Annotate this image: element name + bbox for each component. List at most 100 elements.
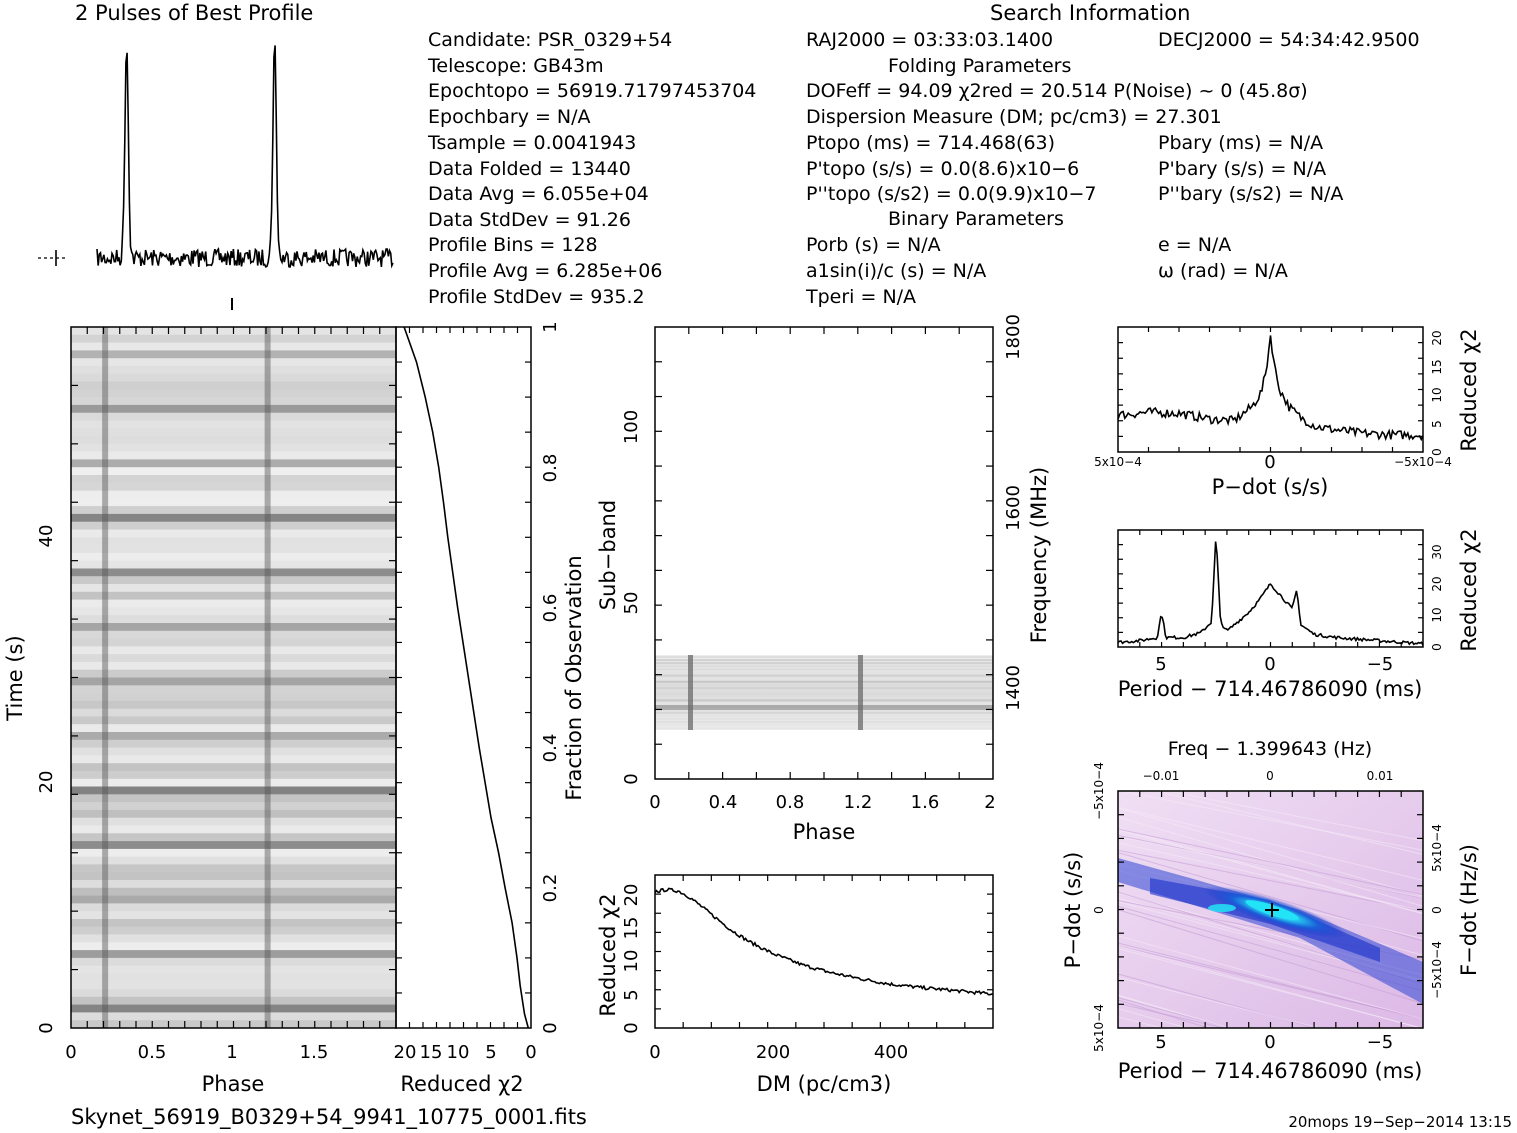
pd-ytick-15: 15	[1430, 359, 1444, 374]
time-phase-row	[71, 809, 396, 819]
time-phase-row	[71, 841, 396, 850]
time-phase-row	[71, 926, 396, 935]
subband-ticks	[655, 327, 993, 779]
info-profile-stddev: Profile StdDev = 935.2	[428, 286, 645, 308]
info-candidate: Candidate: PSR_0329+54	[428, 29, 672, 51]
time-phase-row	[71, 802, 396, 811]
sb-xlabel: Phase	[793, 820, 856, 844]
info-pdot-topo: P'topo (s/s) = 0.0(8.6)x10−6	[806, 158, 1079, 180]
info-data-avg: Data Avg = 6.055e+04	[428, 183, 649, 205]
info-right: RAJ2000 = 03:33:03.1400 DECJ2000 = 54:34…	[805, 29, 1420, 308]
time-phase-row	[71, 568, 396, 577]
ppdot-streak	[1118, 835, 1423, 899]
time-phase-row	[71, 397, 396, 406]
info-telescope: Telescope: GB43m	[427, 55, 604, 77]
time-phase-row	[71, 903, 396, 912]
time-phase-row	[71, 638, 396, 647]
time-phase-row	[71, 428, 396, 437]
time-phase-row	[71, 498, 396, 507]
pd-ytick-10: 10	[1430, 387, 1444, 402]
time-phase-row	[71, 630, 396, 640]
period-curve	[1117, 541, 1424, 646]
time-phase-row	[71, 973, 396, 982]
ppdot-streak	[1118, 791, 1423, 851]
info-ra: RAJ2000 = 03:33:03.1400	[806, 29, 1053, 51]
pp-ytick-0: 0	[1092, 906, 1106, 914]
sb-xtick-0: 0	[649, 792, 660, 813]
info-tperi: Tperi = N/A	[805, 286, 916, 308]
time-phase-row	[71, 887, 396, 897]
cf-ytick-0.4: 0.4	[540, 734, 561, 763]
time-phase-row	[71, 373, 396, 382]
ppdot-streak	[1118, 909, 1423, 1005]
info-a1sini: a1sin(i)/c (s) = N/A	[806, 260, 986, 282]
time-phase-row	[71, 872, 396, 881]
cf-ytick-0.6: 0.6	[540, 594, 561, 623]
time-phase-row	[71, 786, 396, 795]
pd-ytick-20: 20	[1430, 330, 1444, 345]
binary-title: Binary Parameters	[888, 208, 1064, 230]
pd-xtick-left: 5x10−4	[1094, 455, 1142, 469]
pp-y2tick-bottom: −5x10−4	[1430, 941, 1444, 999]
pe-xlabel: Period − 714.46786090 (ms)	[1118, 677, 1423, 701]
info-epoch-bary: Epochbary = N/A	[428, 106, 591, 128]
ppdot-streak	[1118, 976, 1322, 1028]
subband-phase-plot: 0 0.4 0.8 1.2 1.6 2 0 50 100 1400 1600 1…	[596, 314, 1051, 844]
ppdot-streak	[1118, 935, 1423, 1020]
tp-xtick-0.5: 0.5	[138, 1042, 167, 1063]
pp-ytick-bottom: 5x10−4	[1092, 1004, 1106, 1052]
subband-rows	[655, 656, 993, 730]
info-data-folded: Data Folded = 13440	[428, 158, 631, 180]
time-phase-row	[71, 763, 396, 772]
pp-ylabel: P−dot (s/s)	[1061, 852, 1085, 969]
pe-xtick-0: 0	[1264, 654, 1275, 675]
time-phase-row	[71, 942, 396, 951]
time-phase-row	[71, 451, 396, 460]
subband-row	[655, 668, 993, 671]
time-phase-row	[71, 490, 396, 499]
pp-ytick-top: −5x10−4	[1092, 762, 1106, 820]
tp-ylabel: Time (s)	[3, 635, 27, 721]
pe-ytick-10: 10	[1430, 607, 1444, 622]
time-phase-row	[71, 716, 396, 725]
time-phase-row	[71, 537, 396, 546]
sb-xtick-2: 2	[984, 792, 995, 813]
pdot-curve	[1117, 335, 1424, 442]
ppdot-streak	[1118, 1008, 1189, 1028]
ppdot-streak	[1118, 806, 1423, 881]
time-phase-row	[71, 895, 396, 904]
pd-xlabel: P−dot (s/s)	[1212, 475, 1329, 499]
dm-ytick-0: 0	[621, 1022, 642, 1033]
cf-xtick-5: 5	[485, 1042, 496, 1063]
dm-xtick-200: 200	[756, 1042, 790, 1063]
cf-ytick-0.8: 0.8	[540, 454, 561, 483]
time-phase-row	[71, 607, 396, 616]
time-phase-row	[71, 646, 396, 655]
pe-ytick-30: 30	[1430, 544, 1444, 559]
ppdot-streak	[1118, 828, 1423, 896]
time-phase-row	[71, 350, 396, 359]
subband-row	[655, 671, 993, 674]
pp-xtick-m5: −5	[1367, 1032, 1394, 1053]
time-phase-row	[71, 467, 396, 476]
subband-row	[655, 656, 993, 658]
time-phase-row	[71, 848, 396, 858]
pp-x2tick-0: 0	[1266, 769, 1274, 783]
subband-row	[655, 687, 993, 689]
info-p-topo: Ptopo (ms) = 714.468(63)	[806, 132, 1055, 154]
pdot-ticks	[1118, 327, 1423, 452]
sb-y2tick-1600: 1600	[1003, 485, 1024, 531]
time-phase-row	[71, 482, 396, 492]
time-phase-row	[71, 521, 396, 530]
time-phase-row	[71, 381, 396, 390]
pp-y2label: F−dot (Hz/s)	[1457, 844, 1481, 976]
pe-ytick-0: 0	[1430, 643, 1444, 651]
pe-xtick-m5: −5	[1367, 654, 1394, 675]
time-phase-row	[71, 365, 396, 375]
time-phase-row	[71, 529, 396, 538]
subband-row	[655, 690, 993, 693]
pe-ytick-20: 20	[1430, 576, 1444, 591]
sb-y2label: Frequency (MHz)	[1027, 467, 1051, 643]
pp-xtick-0: 0	[1264, 1032, 1275, 1053]
time-phase-row	[71, 599, 396, 608]
